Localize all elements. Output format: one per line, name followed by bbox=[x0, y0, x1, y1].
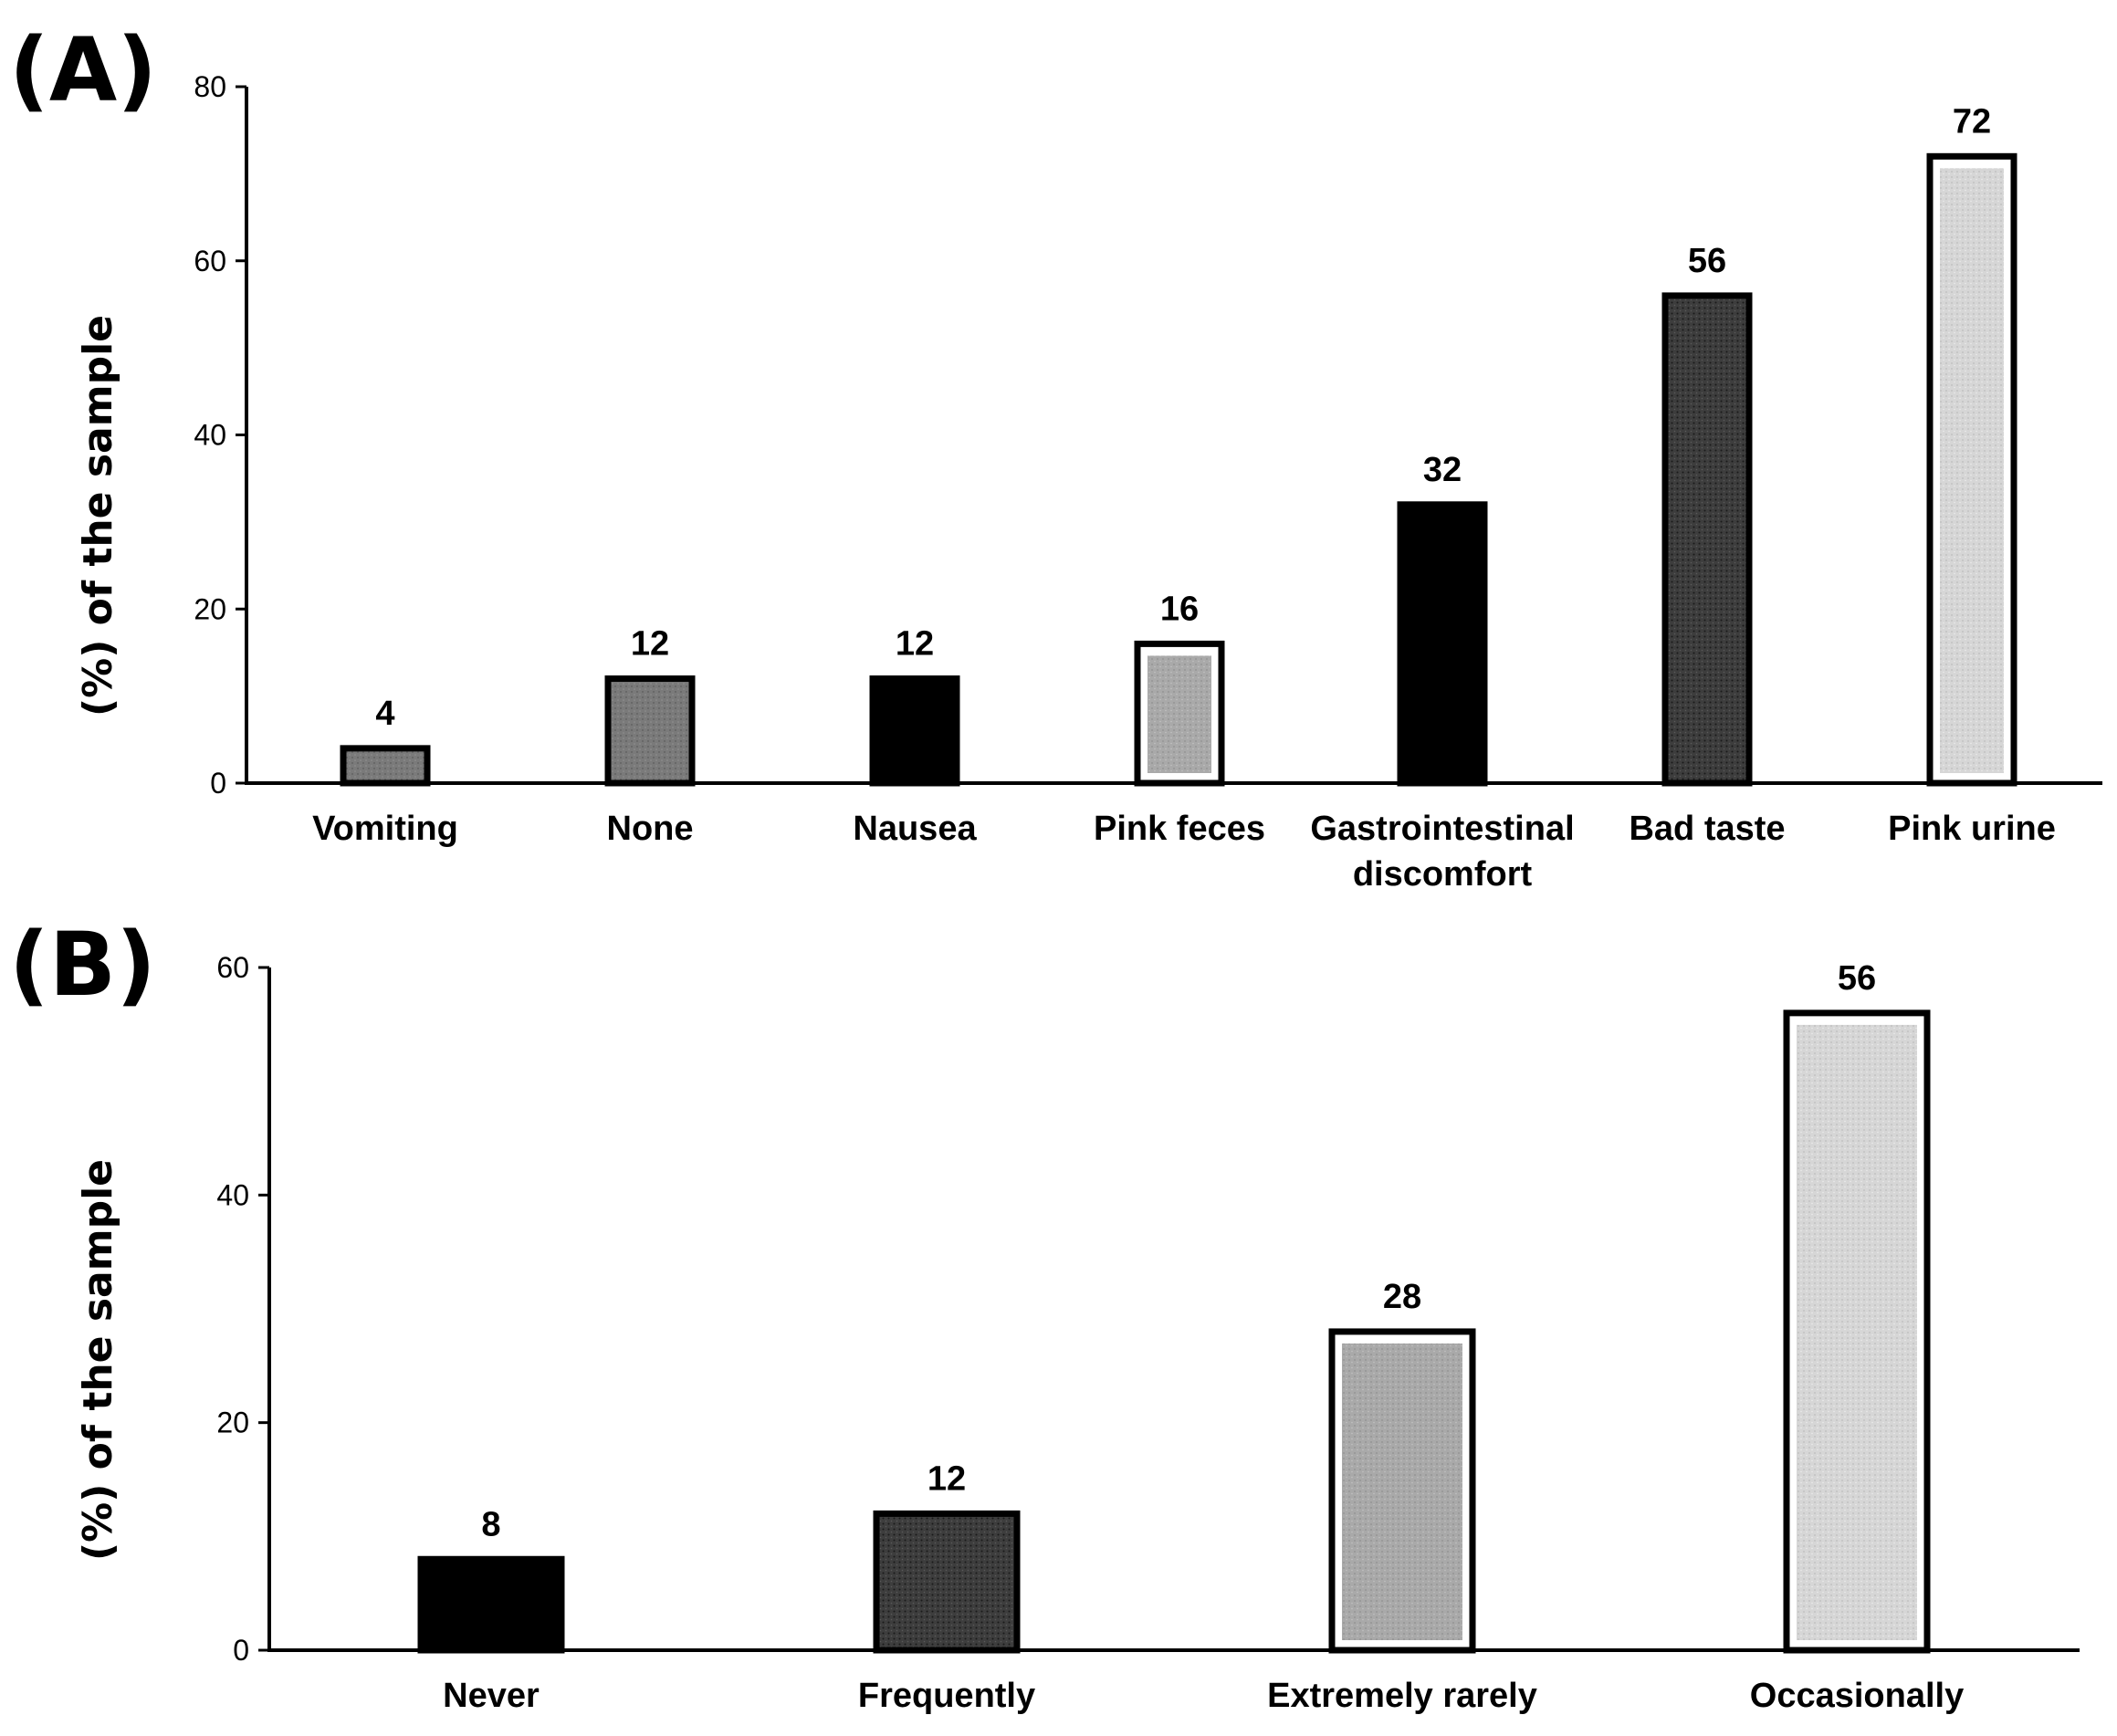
panel-b-y-axis-title: (%) of the sample bbox=[75, 1159, 121, 1561]
panel-b-data-label: 8 bbox=[481, 1505, 500, 1543]
panel-a-data-label: 56 bbox=[1688, 242, 1726, 280]
panel-a-data-label: 32 bbox=[1423, 451, 1462, 489]
panel-a-label: (A) bbox=[9, 19, 157, 121]
panel-a-category-label: None bbox=[607, 810, 694, 848]
panel-a-bar bbox=[869, 675, 960, 787]
panel-a-bar-fill bbox=[1148, 655, 1211, 773]
panel-b-category-label: Extremely rarely bbox=[1267, 1677, 1537, 1715]
panel-a-data-label: 12 bbox=[896, 625, 934, 664]
panel-a-category-label: Nausea bbox=[853, 810, 977, 848]
panel-a-data-label: 72 bbox=[1953, 102, 1991, 141]
panel-b-bars: 8 Never 12 Frequently 28 Extremely rarely 56 Oc… bbox=[417, 959, 1964, 1715]
panel-a-bar bbox=[340, 745, 431, 787]
panel-a-data-label: 4 bbox=[375, 695, 394, 733]
panel-a-category-label: Gastrointestinal discomfort bbox=[1310, 810, 1574, 894]
panel-b-data-label: 56 bbox=[1838, 959, 1876, 998]
panel-b-y-ticks: 0 20 40 60 bbox=[216, 951, 269, 1667]
panel-a-y-tick-label: 80 bbox=[194, 70, 226, 103]
panel-a-y-axis-title: (%) of the sample bbox=[75, 315, 121, 716]
panel-a-y-tick-label: 0 bbox=[210, 767, 226, 800]
panel-a-category-label: Pink urine bbox=[1888, 810, 2056, 848]
panel-a-y-tick-label: 40 bbox=[194, 419, 226, 452]
panel-a-category-label: Pink feces bbox=[1094, 810, 1265, 848]
panel-b-chart: (B) (%) of the sample 0 20 40 60 8 Never 12 Fr… bbox=[9, 914, 2080, 1715]
panel-a-chart: (A) (%) of the sample 0 20 40 60 80 4 Vomitin… bbox=[9, 19, 2102, 894]
panel-b-y-tick-label: 20 bbox=[216, 1407, 249, 1439]
panel-a-category-label: Bad taste bbox=[1629, 810, 1785, 848]
panel-a-bar-fill bbox=[1940, 168, 2004, 774]
panel-b-bar-fill bbox=[1797, 1024, 1917, 1640]
panel-b-bar bbox=[417, 1555, 565, 1654]
panel-b-bar bbox=[873, 1510, 1021, 1654]
panel-b-bar-fill bbox=[1342, 1343, 1462, 1640]
panel-a-bar bbox=[1397, 501, 1488, 787]
panel-a-data-label: 12 bbox=[631, 625, 669, 664]
panel-b-y-tick-label: 40 bbox=[216, 1178, 249, 1211]
panel-a-data-label: 16 bbox=[1160, 590, 1199, 628]
panel-a-y-ticks: 0 20 40 60 80 bbox=[194, 70, 246, 800]
panel-b-label: (B) bbox=[9, 914, 156, 1016]
panel-b-y-tick-label: 0 bbox=[233, 1634, 249, 1667]
panel-a-y-tick-label: 60 bbox=[194, 245, 226, 277]
panel-a-y-tick-label: 20 bbox=[194, 592, 226, 625]
panel-b-data-label: 12 bbox=[927, 1459, 966, 1498]
panel-a-bar bbox=[604, 675, 696, 787]
panel-b-category-label: Frequently bbox=[858, 1677, 1035, 1715]
panel-b-category-label: Never bbox=[443, 1677, 540, 1715]
panel-b-y-tick-label: 60 bbox=[216, 951, 249, 984]
panel-a-bars: 4 Vomiting 12 None 12 Nausea 16 Pink feces 32 Gas… bbox=[312, 102, 2056, 894]
panel-b-data-label: 28 bbox=[1383, 1278, 1421, 1316]
panel-a-category-label: Vomiting bbox=[312, 810, 458, 848]
panel-b-category-label: Occasionally bbox=[1750, 1677, 1964, 1715]
panel-a-bar bbox=[1661, 292, 1753, 787]
